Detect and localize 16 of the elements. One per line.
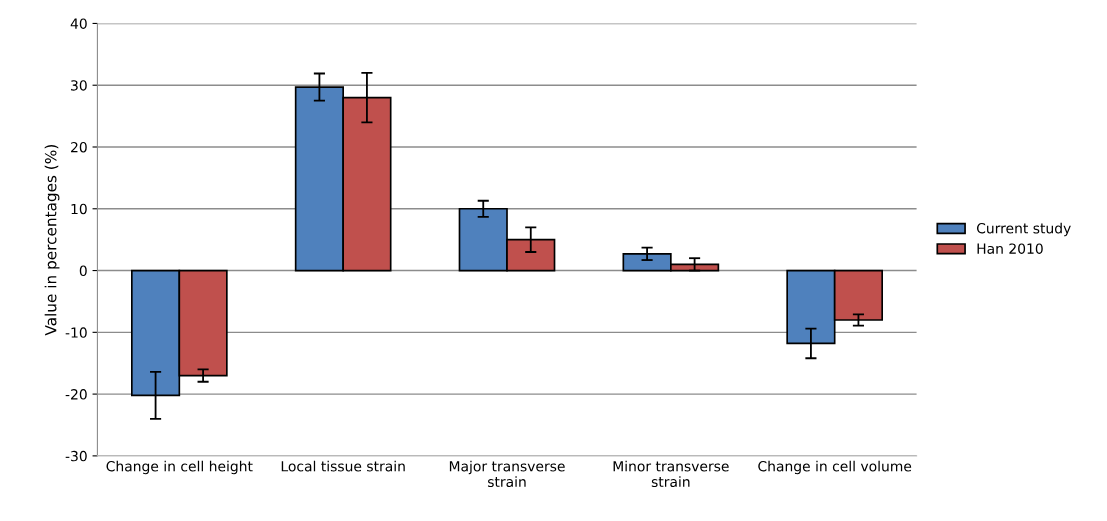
x-tick-label: Change in cell height xyxy=(106,460,253,475)
y-tick-label: -10 xyxy=(65,327,87,338)
x-tick-label: Minor transverse strain xyxy=(613,460,729,488)
legend-label: Current study xyxy=(976,222,1071,237)
y-axis-title: Value in percentages (%) xyxy=(44,145,60,336)
y-tick-label: 20 xyxy=(71,141,87,153)
x-tick-label: Major transverse strain xyxy=(449,460,565,488)
y-tick-label: 10 xyxy=(71,203,87,215)
y-tick-label: -20 xyxy=(65,389,87,400)
y-tick-label: 0 xyxy=(79,265,87,277)
legend-label: Han 2010 xyxy=(977,243,1043,254)
y-tick-label: 40 xyxy=(70,18,87,29)
y-tick-label: 30 xyxy=(71,80,87,91)
x-tick-label: Change in cell volume xyxy=(758,460,912,475)
x-tick-label: Local tissue strain xyxy=(281,460,405,472)
y-tick-label: -30 xyxy=(65,450,87,462)
